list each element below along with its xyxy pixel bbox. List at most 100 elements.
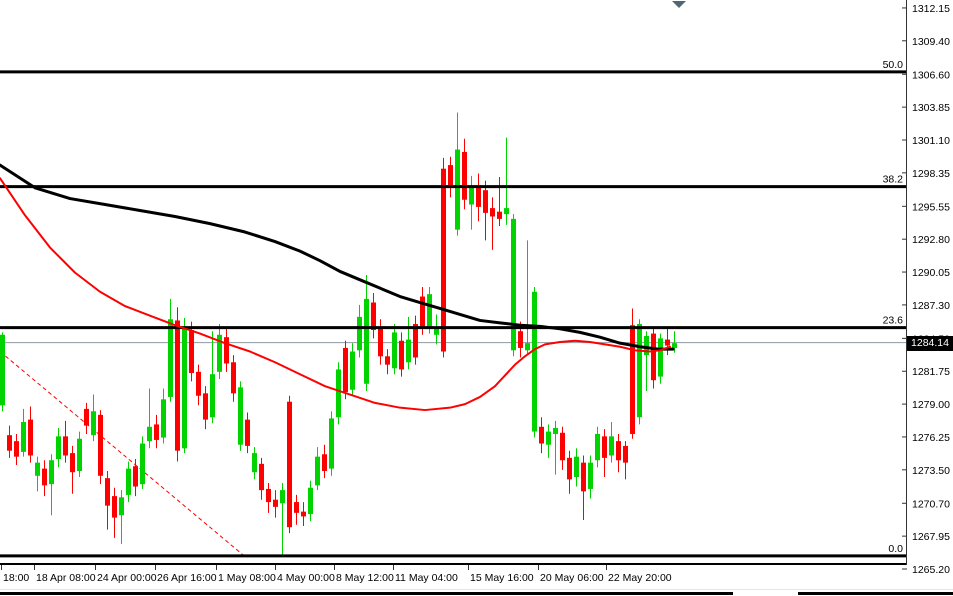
candle[interactable] bbox=[266, 482, 271, 513]
candle[interactable] bbox=[399, 332, 404, 377]
candle[interactable] bbox=[7, 425, 12, 458]
candle[interactable] bbox=[308, 480, 313, 522]
candle[interactable] bbox=[301, 502, 306, 526]
candle[interactable] bbox=[315, 447, 320, 491]
candle[interactable] bbox=[385, 349, 390, 375]
candle[interactable] bbox=[406, 316, 411, 370]
candle[interactable] bbox=[651, 328, 656, 389]
candle[interactable] bbox=[182, 318, 187, 454]
candle[interactable] bbox=[658, 333, 663, 384]
candle[interactable] bbox=[245, 412, 250, 454]
candle[interactable] bbox=[469, 175, 474, 230]
candle[interactable] bbox=[273, 490, 278, 518]
candle[interactable] bbox=[49, 454, 54, 516]
candle[interactable] bbox=[588, 455, 593, 499]
candle[interactable] bbox=[441, 157, 446, 358]
candle[interactable] bbox=[413, 315, 418, 365]
candle[interactable] bbox=[637, 319, 642, 425]
candle[interactable] bbox=[0, 332, 5, 412]
candle[interactable] bbox=[322, 444, 327, 479]
candle[interactable] bbox=[539, 417, 544, 454]
candle[interactable] bbox=[336, 362, 341, 425]
candle[interactable] bbox=[462, 138, 467, 210]
candle[interactable] bbox=[392, 324, 397, 375]
candle[interactable] bbox=[259, 457, 264, 500]
candle[interactable] bbox=[21, 408, 26, 457]
candle[interactable] bbox=[511, 214, 516, 357]
candle[interactable] bbox=[294, 494, 299, 525]
candle[interactable] bbox=[133, 459, 138, 497]
candle[interactable] bbox=[525, 240, 530, 356]
candle[interactable] bbox=[532, 286, 537, 438]
candle[interactable] bbox=[217, 324, 222, 379]
candle[interactable] bbox=[560, 426, 565, 470]
candle[interactable] bbox=[329, 411, 334, 476]
candle[interactable] bbox=[231, 355, 236, 402]
candle[interactable] bbox=[126, 461, 131, 503]
candle[interactable] bbox=[350, 343, 355, 396]
candle[interactable] bbox=[154, 414, 159, 449]
candle[interactable] bbox=[602, 429, 607, 477]
candle[interactable] bbox=[119, 490, 124, 544]
candle[interactable] bbox=[56, 427, 61, 468]
candle[interactable] bbox=[504, 137, 509, 225]
candle[interactable] bbox=[203, 386, 208, 430]
candle[interactable] bbox=[98, 410, 103, 485]
candle[interactable] bbox=[427, 286, 432, 334]
candle[interactable] bbox=[252, 447, 257, 480]
candle[interactable] bbox=[595, 426, 600, 468]
candle[interactable] bbox=[147, 388, 152, 449]
candle[interactable] bbox=[665, 326, 670, 356]
candle[interactable] bbox=[476, 173, 481, 222]
candle[interactable] bbox=[546, 424, 551, 458]
candle[interactable] bbox=[371, 292, 376, 339]
candle[interactable] bbox=[70, 445, 75, 494]
candle[interactable] bbox=[490, 197, 495, 250]
candle[interactable] bbox=[434, 314, 439, 345]
candle[interactable] bbox=[497, 177, 502, 227]
candle[interactable] bbox=[112, 487, 117, 538]
candle[interactable] bbox=[280, 482, 285, 556]
candle[interactable] bbox=[644, 331, 649, 391]
scrollbar-segment[interactable] bbox=[0, 592, 733, 595]
candle[interactable] bbox=[364, 275, 369, 391]
candle[interactable] bbox=[616, 433, 621, 473]
candle[interactable] bbox=[210, 331, 215, 424]
candle[interactable] bbox=[630, 308, 635, 439]
candle[interactable] bbox=[35, 456, 40, 492]
candle[interactable] bbox=[287, 395, 292, 534]
candle[interactable] bbox=[42, 460, 47, 497]
latest-bar-marker-icon[interactable] bbox=[672, 1, 686, 8]
candle[interactable] bbox=[224, 328, 229, 372]
candle[interactable] bbox=[168, 298, 173, 402]
candle[interactable] bbox=[581, 455, 586, 521]
candle[interactable] bbox=[623, 441, 628, 480]
candle[interactable] bbox=[553, 420, 558, 475]
candle[interactable] bbox=[455, 112, 460, 236]
candle[interactable] bbox=[567, 450, 572, 494]
candle[interactable] bbox=[196, 364, 201, 406]
descending-trendline[interactable] bbox=[0, 351, 248, 559]
candle[interactable] bbox=[238, 381, 243, 451]
candle[interactable] bbox=[574, 448, 579, 487]
candle[interactable] bbox=[140, 436, 145, 489]
candle[interactable] bbox=[63, 420, 68, 463]
scrollbar-segment[interactable] bbox=[798, 592, 953, 595]
moving-average-fast[interactable] bbox=[0, 177, 671, 412]
candle[interactable] bbox=[378, 319, 383, 365]
candle[interactable] bbox=[448, 156, 453, 198]
candle[interactable] bbox=[175, 307, 180, 462]
candle[interactable] bbox=[343, 340, 348, 400]
candle[interactable] bbox=[161, 388, 166, 444]
candle[interactable] bbox=[609, 422, 614, 463]
candle[interactable] bbox=[91, 394, 96, 442]
candle[interactable] bbox=[84, 402, 89, 434]
candle[interactable] bbox=[77, 431, 82, 477]
candle[interactable] bbox=[357, 304, 362, 358]
candle[interactable] bbox=[483, 180, 488, 241]
candle[interactable] bbox=[28, 406, 33, 463]
moving-average-slow[interactable] bbox=[0, 163, 675, 351]
candle[interactable] bbox=[105, 471, 110, 530]
candle[interactable] bbox=[14, 433, 19, 466]
